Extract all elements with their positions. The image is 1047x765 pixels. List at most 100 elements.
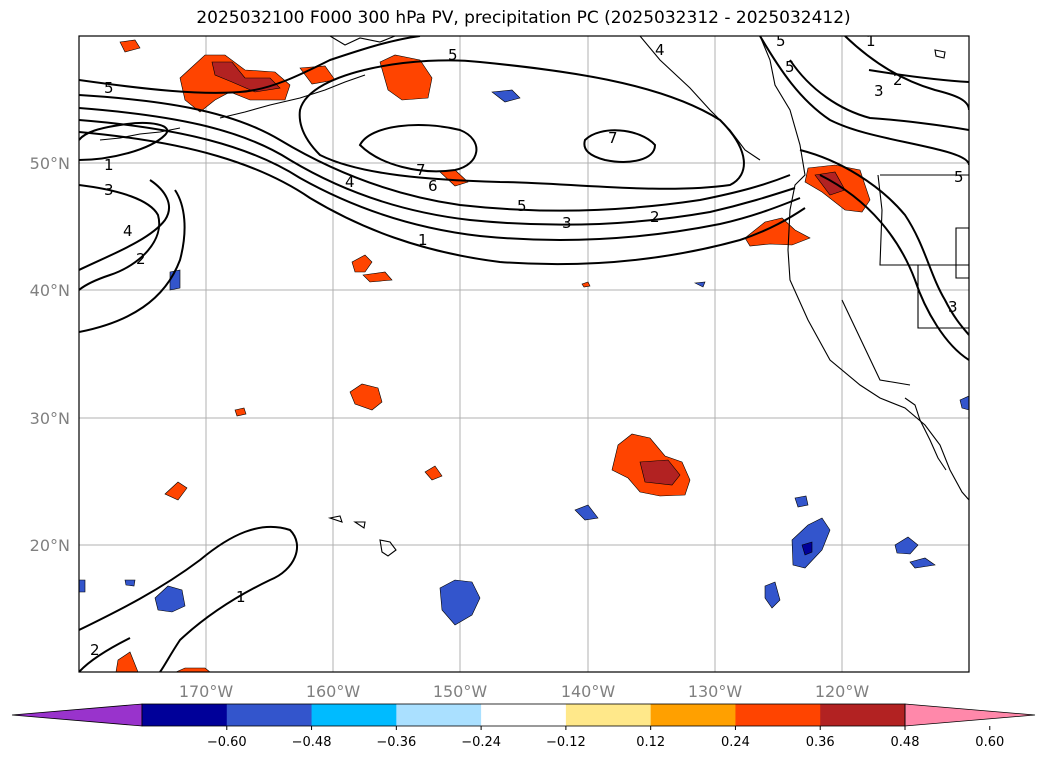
contour-label: 5 [954, 168, 964, 186]
lat-label-20n: 20°N [30, 536, 70, 555]
contour-label: 4 [655, 41, 665, 59]
precip-blob-small-1 [351, 254, 373, 273]
precip-blob-small-7 [234, 407, 247, 417]
pv-contour-2-west [79, 179, 170, 271]
precip-blob-30n-157w [349, 383, 383, 411]
contour-label: 7 [608, 129, 618, 147]
pv-contour-5-north [79, 36, 421, 94]
contour-label: 3 [948, 298, 958, 316]
precip-neg-east-1-core [801, 541, 813, 556]
precip-blob-small-2 [362, 271, 393, 283]
contour-label: 5 [776, 32, 786, 50]
precip-blob-small-8 [175, 667, 211, 672]
precip-neg-small-1 [574, 504, 599, 521]
contour-label: 4 [123, 222, 133, 240]
lat-label-50n: 50°N [30, 154, 70, 173]
colorbar-tick-label: −0.48 [292, 735, 332, 750]
precip-neg-small-4 [491, 89, 521, 103]
colorbar-tick-label: 0.12 [636, 735, 665, 750]
contour-label: 1 [236, 588, 246, 606]
colorbar-tick-label: 0.24 [721, 735, 750, 750]
colorbar-tick-label: 0.48 [891, 735, 920, 750]
contour-label: 3 [104, 181, 114, 199]
contour-label: 5 [448, 46, 458, 64]
map-area[interactable] [79, 36, 969, 672]
pv-contour-1-west [79, 122, 169, 161]
colorbar-tick-label: −0.12 [546, 735, 586, 750]
precip-neg-small-6 [79, 579, 86, 593]
pv-contour-east-loop-1 [759, 36, 969, 166]
pv-contour-sw-1 [79, 525, 299, 672]
colorbar-segment [481, 704, 567, 726]
precip-blob-small-6 [115, 651, 139, 672]
contour-label: 2 [650, 208, 660, 226]
precip-blob-tiny-nw [119, 39, 141, 53]
contour-label: 5 [785, 58, 795, 76]
precip-positive-areas [115, 39, 871, 672]
lon-label-130w: 130°W [688, 682, 743, 701]
colorbar-segment [142, 704, 228, 726]
contour-label: 4 [345, 173, 355, 191]
pv-contour-7-east [583, 129, 657, 163]
contour-label: 2 [136, 250, 146, 268]
colorbar-ticks: −0.60 −0.48 −0.36 −0.24 −0.12 0.12 0.24 0.36 0.4… [207, 726, 1004, 750]
colorbar-extend-low [11, 703, 143, 727]
map-frame [78, 35, 970, 673]
contour-labels: 5 1 3 4 2 7 6 4 5 3 2 1 7 1 2 3 5 3 1 2 … [90, 32, 964, 659]
precip-blob-gulf [379, 54, 433, 101]
colorbar-border [141, 703, 906, 727]
contour-label: 3 [562, 214, 572, 232]
contour-label: 2 [893, 71, 903, 89]
colorbar-segment [820, 704, 906, 726]
precip-core-aleutian-west [211, 61, 281, 93]
precip-neg-east-3 [894, 536, 919, 555]
lon-label-170w: 170°W [179, 682, 234, 701]
colorbar-tick-label: −0.36 [376, 735, 416, 750]
lon-labels: 170°W 160°W 150°W 140°W 130°W 120°W [179, 682, 870, 701]
precip-neg-15n-150w [439, 579, 481, 626]
pv-contour-jet-1 [79, 94, 791, 212]
colorbar-tick-label: 0.36 [806, 735, 835, 750]
pv-contour-east-loop-3 [789, 59, 969, 131]
pv-contour-jet-4 [79, 131, 806, 266]
pv-contour-east-big-2 [819, 174, 969, 361]
precip-blob-small-5 [164, 481, 188, 501]
colorbar-tick-label: 0.60 [975, 735, 1004, 750]
precip-blob-oregon-off [744, 217, 811, 247]
colorbar-segment [226, 704, 313, 726]
pv-contour-sw-2 [79, 637, 131, 672]
contour-label: 1 [418, 231, 428, 249]
colorbar-tick-label: −0.60 [207, 735, 247, 750]
lat-label-40n: 40°N [30, 281, 70, 300]
contour-label: 1 [104, 156, 114, 174]
pv-contour-7-small [358, 124, 478, 173]
precip-blob-small-4 [424, 465, 443, 481]
lon-label-120w: 120°W [815, 682, 870, 701]
pv-contour-6 [298, 59, 745, 190]
pv-contour-east-3 [868, 69, 969, 83]
precip-neg-small-7 [959, 395, 969, 411]
pv-contour-east-big [799, 149, 969, 336]
precip-neg-small-5 [124, 579, 136, 587]
map-title: 2025032100 F000 300 hPa PV, precipitatio… [196, 8, 851, 28]
pv-contour-east-loop-2 [844, 36, 969, 111]
pv-contour-jet-3 [79, 119, 801, 241]
precip-neg-east-2 [764, 581, 781, 609]
contour-label: 6 [428, 177, 438, 195]
precip-core-center [639, 459, 681, 486]
lon-label-140w: 140°W [561, 682, 616, 701]
contour-label: 1 [866, 32, 876, 50]
colorbar-segment [311, 704, 397, 726]
precip-neg-small-8 [693, 281, 706, 288]
colorbar-extend-high [904, 703, 1036, 727]
colorbar-segment [565, 704, 652, 726]
contour-label: 3 [874, 82, 884, 100]
pv-contour-1-west-outer [79, 189, 186, 333]
precip-blob-small-9 [581, 281, 591, 288]
pv-contour-jet-2 [79, 107, 796, 226]
precip-neg-small-2 [794, 495, 809, 508]
pv-contours [79, 36, 969, 672]
lat-label-30n: 30°N [30, 409, 70, 428]
precip-neg-170w [154, 585, 186, 613]
